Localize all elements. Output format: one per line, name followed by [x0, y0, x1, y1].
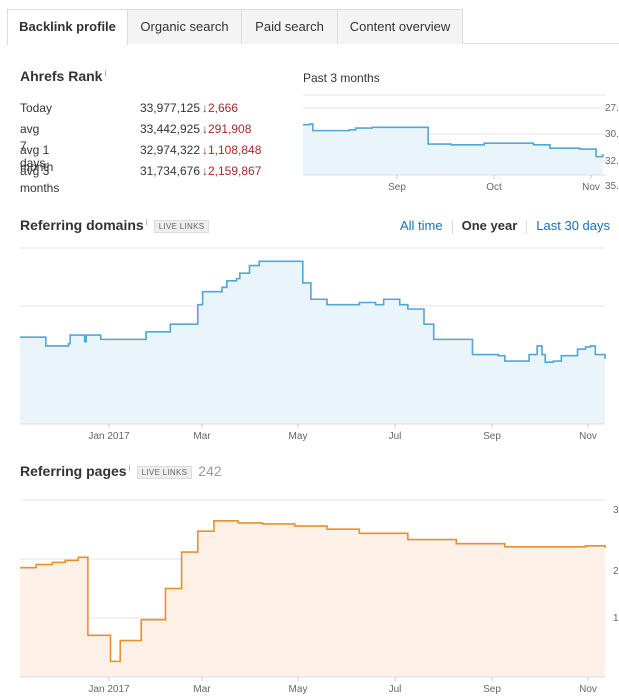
chart-area: [20, 261, 605, 424]
range-divider: [526, 219, 528, 234]
tab-paid-search[interactable]: Paid search: [241, 9, 338, 44]
y-tick-label: 32.: [605, 156, 619, 167]
referring-domains-title: Referring domains i LIVE LINKS: [20, 217, 210, 233]
info-icon[interactable]: i: [104, 68, 107, 78]
rank-label: avg 7 days: [20, 122, 46, 170]
tab-content-overview[interactable]: Content overview: [337, 9, 463, 44]
y-tick-label: 1: [613, 613, 619, 624]
ahrefs-rank-title: Ahrefs Rank i: [20, 68, 106, 84]
down-arrow-icon: ↓: [202, 122, 208, 136]
chart-line: [20, 520, 606, 663]
y-tick-label: 27.: [605, 103, 619, 114]
info-icon[interactable]: i: [128, 463, 131, 473]
referring-pages-title-text: Referring pages: [20, 463, 127, 479]
range-all-time[interactable]: All time: [400, 218, 443, 233]
referring-pages-count: 242: [198, 463, 222, 479]
x-tick-label: Nov: [582, 182, 600, 193]
x-tick-label: Jan 2017: [88, 431, 130, 442]
rank-label: avg 3 months: [20, 164, 60, 195]
rank-value: 33,977,125: [139, 101, 200, 115]
range-selector: All time One year Last 30 days: [400, 218, 610, 234]
down-arrow-icon: ↓: [202, 143, 208, 157]
ahrefs-rank-title-text: Ahrefs Rank: [20, 68, 103, 84]
rank-value: 32,974,322: [139, 143, 200, 157]
down-arrow-icon: ↓: [202, 164, 208, 178]
rank-change: ↓1,108,848: [202, 142, 261, 159]
y-tick-label: 30.: [605, 129, 619, 140]
y-tick-label: 2: [613, 566, 619, 577]
y-tick-label: 35.: [605, 181, 619, 192]
x-tick-label: Jan 2017: [88, 684, 130, 695]
x-tick-label: May: [289, 431, 308, 442]
x-tick-label: Jul: [389, 684, 402, 695]
info-icon[interactable]: i: [145, 217, 148, 227]
x-tick-label: Sep: [388, 182, 406, 193]
x-tick-label: May: [289, 684, 308, 695]
rank-change: ↓291,908: [202, 121, 251, 138]
referring-domains-title-text: Referring domains: [20, 217, 144, 233]
rank-label: avg 1 month: [20, 143, 54, 174]
x-tick-label: Jul: [389, 431, 402, 442]
x-tick-label: Sep: [483, 431, 501, 442]
rank-period-label: Past 3 months: [303, 71, 380, 85]
chart-line: [20, 260, 606, 363]
x-tick-label: Sep: [483, 684, 501, 695]
tab-organic-search[interactable]: Organic search: [127, 9, 242, 44]
rank-value: 31,734,676: [139, 164, 200, 178]
range-last-30-days[interactable]: Last 30 days: [536, 218, 610, 233]
rank-change: ↓2,666: [202, 100, 238, 117]
x-tick-label: Nov: [579, 431, 597, 442]
rank-change-value: 2,159,867: [208, 164, 262, 178]
rank-change-value: 2,666: [208, 101, 239, 115]
rank-change-value: 1,108,848: [208, 143, 262, 157]
range-one-year[interactable]: One year: [461, 218, 518, 233]
referring-pages-title: Referring pages i LIVE LINKS 242: [20, 463, 222, 479]
x-tick-label: Oct: [486, 182, 502, 193]
tab-bar: Backlink profile Organic search Paid sea…: [7, 9, 619, 45]
rank-label: Today: [20, 101, 53, 115]
rank-change: ↓2,159,867: [202, 163, 261, 180]
y-tick-label: 3: [613, 505, 619, 516]
live-links-badge: LIVE LINKS: [136, 465, 193, 479]
x-tick-label: Nov: [579, 684, 597, 695]
chart-area: [303, 123, 603, 175]
tab-backlink-profile[interactable]: Backlink profile: [7, 9, 128, 45]
range-divider: [451, 219, 453, 234]
x-tick-label: Mar: [193, 431, 211, 442]
x-tick-label: Mar: [193, 684, 211, 695]
chart-area: [20, 520, 605, 677]
chart-line: [303, 123, 604, 158]
rank-change-value: 291,908: [208, 122, 252, 136]
rank-value: 33,442,925: [139, 122, 200, 136]
down-arrow-icon: ↓: [202, 101, 208, 115]
live-links-badge: LIVE LINKS: [153, 219, 210, 233]
